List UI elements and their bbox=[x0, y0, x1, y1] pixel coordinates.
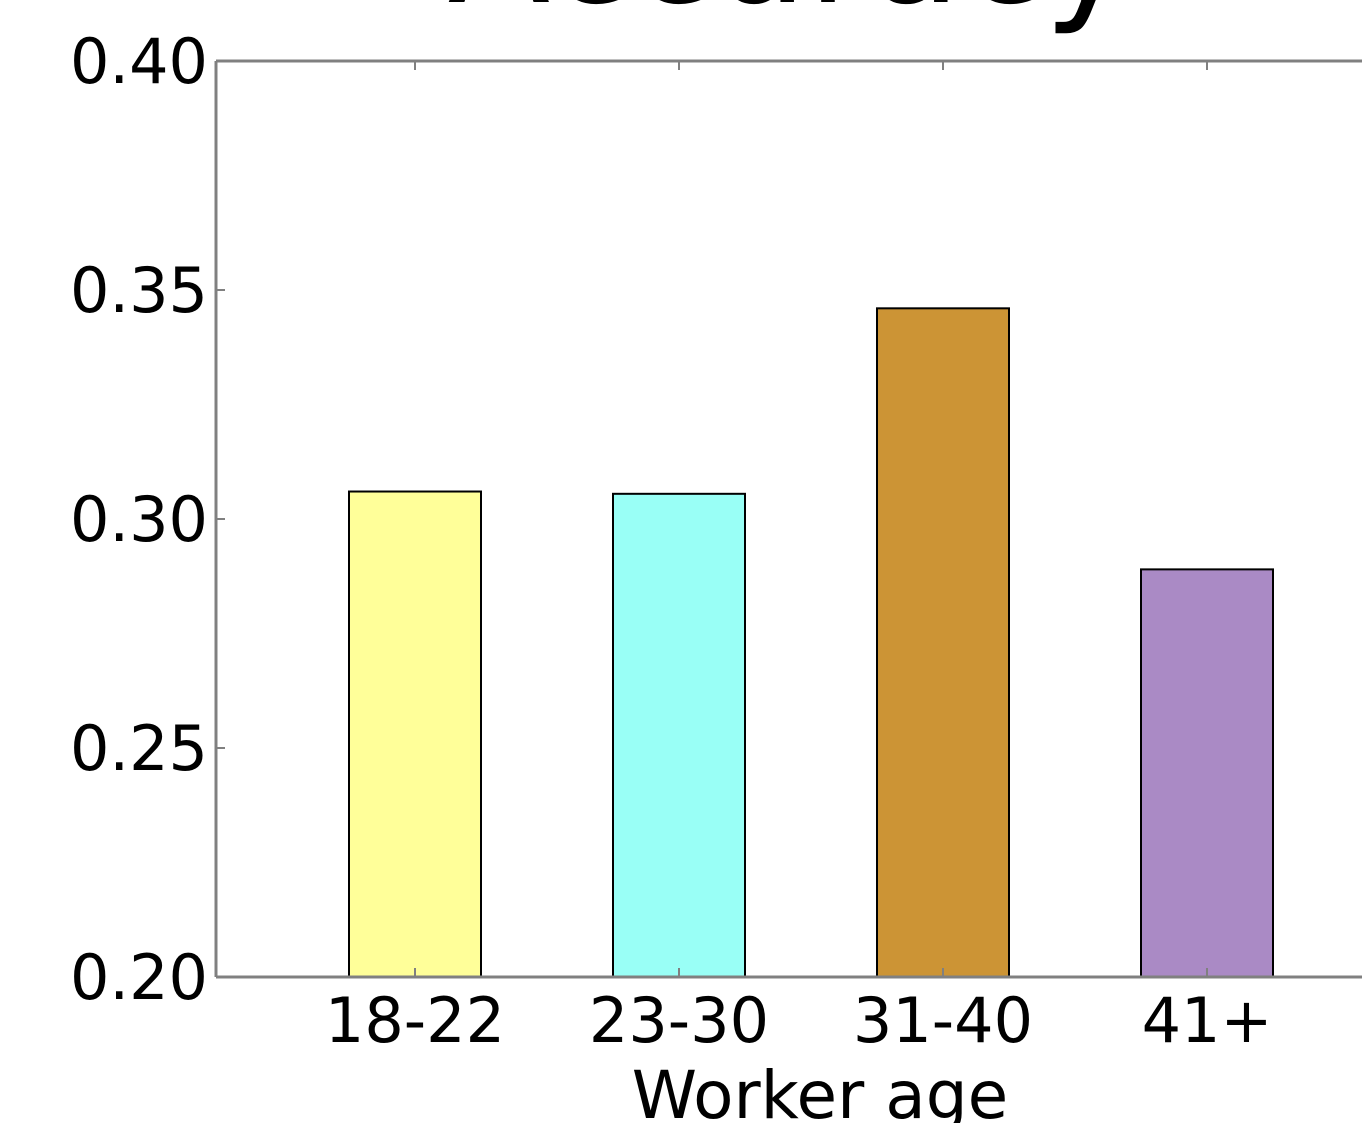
y-tick-label: 0.20 bbox=[70, 941, 208, 1014]
y-tick-label: 0.25 bbox=[70, 712, 208, 785]
x-axis-label: Worker age bbox=[632, 1057, 1008, 1123]
chart-title: Accuracy bbox=[448, 0, 1133, 38]
ticks-group bbox=[216, 60, 1208, 978]
bar-31-40 bbox=[876, 307, 1010, 978]
bar-23-30 bbox=[612, 492, 746, 978]
labels-group: 0.20 0.25 0.30 0.35 0.40 18-22 23-30 31-40 41+ bbox=[70, 25, 1272, 1057]
y-tick-label: 0.30 bbox=[70, 483, 208, 556]
bar-18-22 bbox=[348, 490, 482, 978]
x-tick-label: 31-40 bbox=[853, 984, 1033, 1057]
y-tick-label: 0.40 bbox=[70, 25, 208, 98]
x-tick-label: 18-22 bbox=[325, 984, 505, 1057]
x-tick-label: 41+ bbox=[1142, 984, 1273, 1057]
y-tick-label: 0.35 bbox=[70, 254, 208, 327]
x-tick-label: 23-30 bbox=[589, 984, 769, 1057]
bars-group bbox=[348, 307, 1274, 978]
bar-41+ bbox=[1140, 568, 1274, 978]
